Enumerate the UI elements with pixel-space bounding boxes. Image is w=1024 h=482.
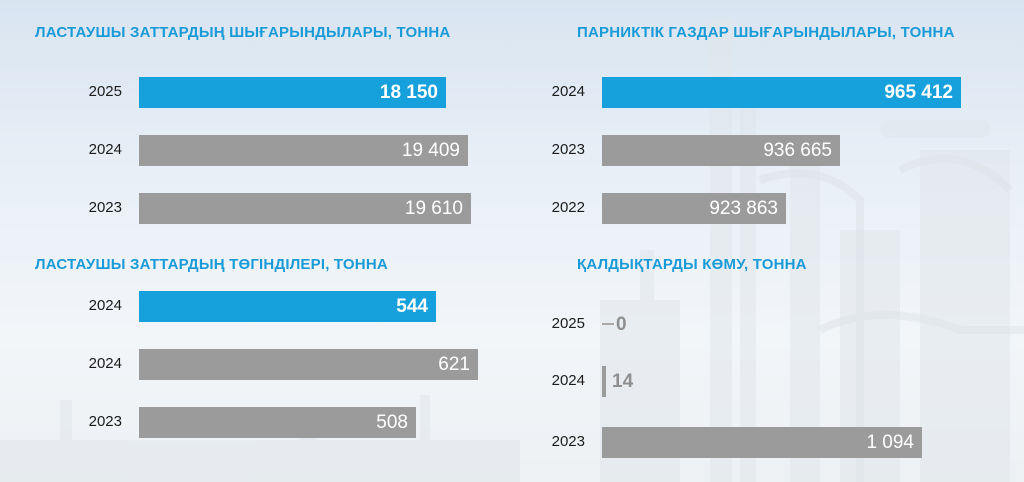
category-label-2-1: 2024 bbox=[551, 83, 585, 100]
category-label-3-2: 2024 bbox=[88, 355, 122, 372]
chart-title-4: ҚАЛДЫҚТАРДЫ КӨМУ, ТОННА bbox=[577, 256, 807, 273]
bar-1-2: 19 409 bbox=[139, 135, 468, 166]
data-label-2-2: 936 665 bbox=[763, 140, 832, 161]
category-label-4-3: 2023 bbox=[551, 433, 585, 450]
bar-3-3: 508 bbox=[139, 407, 416, 438]
chart-title-2: ПАРНИКТІК ГАЗДАР ШЫҒАРЫНДЫЛАРЫ, ТОННА bbox=[577, 24, 955, 41]
bar-2-3: 923 863 bbox=[602, 193, 786, 224]
bar-3-1: 544 bbox=[139, 291, 436, 322]
data-label-1-1: 18 150 bbox=[379, 82, 438, 103]
category-label-3-1: 2024 bbox=[88, 297, 122, 314]
data-label-4-3: 1 094 bbox=[866, 432, 914, 453]
data-label-1-3: 19 610 bbox=[404, 198, 463, 219]
data-label-3-1: 544 bbox=[396, 296, 428, 317]
category-label-1-2: 2024 bbox=[88, 141, 122, 158]
category-label-3-3: 2023 bbox=[88, 413, 122, 430]
bar-2-2: 936 665 bbox=[602, 135, 840, 166]
chart-title-3: ЛАСТАУШЫ ЗАТТАРДЫҢ ТӨГІНДІЛЕРІ, ТОННА bbox=[35, 256, 388, 273]
bar-4-2: 14 bbox=[602, 366, 633, 397]
chart-title-1: ЛАСТАУШЫ ЗАТТАРДЫҢ ШЫҒАРЫНДЫЛАРЫ, ТОННА bbox=[35, 24, 451, 41]
data-label-4-2: 14 bbox=[612, 371, 634, 392]
bar-3-2: 621 bbox=[139, 349, 478, 380]
data-label-1-2: 19 409 bbox=[401, 140, 460, 161]
category-label-2-3: 2022 bbox=[551, 199, 585, 216]
bar-1-3: 19 610 bbox=[139, 193, 471, 224]
bar-2-1: 965 412 bbox=[602, 77, 961, 108]
data-label-3-3: 508 bbox=[376, 412, 408, 433]
data-label-3-2: 621 bbox=[438, 354, 470, 375]
category-label-2-2: 2023 bbox=[551, 141, 585, 158]
category-label-4-1: 2025 bbox=[551, 315, 585, 332]
data-label-4-1: 0 bbox=[616, 314, 627, 335]
category-label-4-2: 2024 bbox=[551, 372, 585, 389]
data-label-2-1: 965 412 bbox=[884, 82, 953, 103]
bar-zero-marker-4-1 bbox=[602, 323, 614, 325]
bar-1-1: 18 150 bbox=[139, 77, 446, 108]
data-label-2-3: 923 863 bbox=[709, 198, 778, 219]
category-label-1-3: 2023 bbox=[88, 199, 122, 216]
bar-4-3: 1 094 bbox=[602, 427, 922, 458]
category-label-1-1: 2025 bbox=[88, 83, 122, 100]
